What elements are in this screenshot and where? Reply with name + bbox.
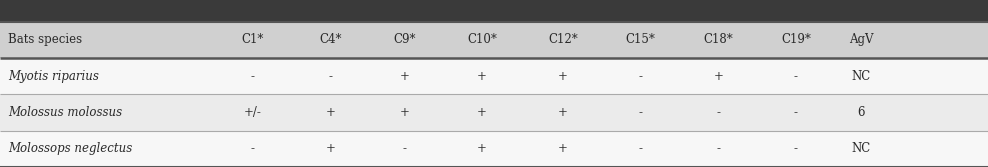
Text: C1*: C1* xyxy=(242,33,264,46)
Bar xyxy=(0,131,988,167)
Text: Molossops neglectus: Molossops neglectus xyxy=(8,142,132,155)
Text: +: + xyxy=(558,70,568,83)
Text: -: - xyxy=(638,106,643,119)
Text: +: + xyxy=(326,142,335,155)
Text: NC: NC xyxy=(852,70,870,83)
Text: NC: NC xyxy=(852,142,870,155)
Text: -: - xyxy=(716,142,720,155)
Text: 6: 6 xyxy=(858,106,864,119)
Text: -: - xyxy=(328,70,333,83)
Text: +: + xyxy=(400,106,409,119)
Bar xyxy=(0,22,988,58)
Text: Bats species: Bats species xyxy=(8,33,82,46)
Text: C4*: C4* xyxy=(319,33,342,46)
Text: +: + xyxy=(477,106,487,119)
Text: Molossus molossus: Molossus molossus xyxy=(8,106,123,119)
Text: -: - xyxy=(793,106,798,119)
Text: +: + xyxy=(477,70,487,83)
Text: +: + xyxy=(400,70,409,83)
Text: C12*: C12* xyxy=(548,33,578,46)
Text: C19*: C19* xyxy=(781,33,811,46)
Text: +: + xyxy=(558,106,568,119)
Bar xyxy=(0,0,988,22)
Text: Myotis riparius: Myotis riparius xyxy=(8,70,99,83)
Text: -: - xyxy=(251,142,255,155)
Bar xyxy=(0,94,988,131)
Text: AgV: AgV xyxy=(849,33,873,46)
Text: +/-: +/- xyxy=(244,106,262,119)
Text: -: - xyxy=(793,142,798,155)
Text: -: - xyxy=(793,70,798,83)
Text: +: + xyxy=(326,106,335,119)
Text: -: - xyxy=(716,106,720,119)
Text: +: + xyxy=(713,70,723,83)
Bar xyxy=(0,58,988,94)
Text: C10*: C10* xyxy=(467,33,497,46)
Text: C9*: C9* xyxy=(393,33,416,46)
Text: -: - xyxy=(638,70,643,83)
Text: +: + xyxy=(477,142,487,155)
Text: -: - xyxy=(251,70,255,83)
Text: C15*: C15* xyxy=(625,33,656,46)
Text: -: - xyxy=(402,142,407,155)
Text: C18*: C18* xyxy=(703,33,733,46)
Text: -: - xyxy=(638,142,643,155)
Text: +: + xyxy=(558,142,568,155)
